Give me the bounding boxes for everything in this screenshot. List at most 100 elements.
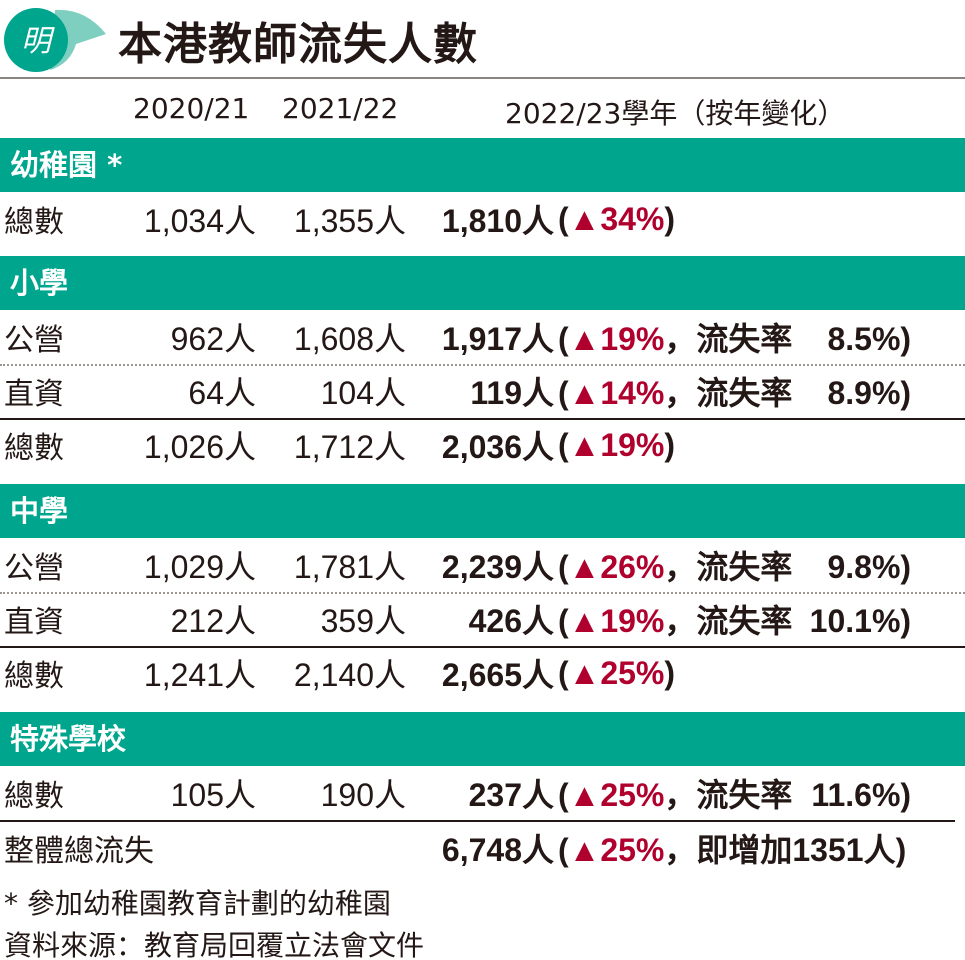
row-divider	[0, 364, 965, 366]
attrition-rate: 11.6%	[811, 777, 901, 813]
unit: 人	[521, 429, 554, 465]
value: 1,034	[143, 203, 224, 239]
unit: 人	[373, 777, 406, 813]
svg-text:明: 明	[21, 24, 55, 59]
change-percent: 26%	[600, 549, 665, 585]
value-2022: 2,239人	[406, 542, 554, 588]
value-2020: 1,029人	[134, 542, 256, 588]
column-header-2021: 2021/22	[282, 92, 399, 125]
up-arrow-icon: ▲	[568, 375, 601, 411]
value-2022: 237人	[406, 770, 554, 816]
unit: 人	[223, 429, 256, 465]
change-info: (▲26%，流失率 9.8%)	[558, 549, 912, 585]
unit: 人	[373, 429, 406, 465]
value: 119	[470, 375, 522, 411]
unit: 人	[521, 549, 554, 585]
change-percent: 25%	[600, 832, 665, 868]
table-row: 總數 1,026人 1,712人 2,036人 (▲19%)	[0, 418, 965, 472]
value: 1,712	[293, 429, 374, 465]
page-title: 本港教師流失人數	[118, 19, 478, 70]
table-row: 直資 212人 359人 426人 (▲19%，流失率 10.1%)	[0, 592, 965, 646]
value: 1,026	[143, 429, 224, 465]
change-percent: 25%	[600, 654, 665, 691]
unit: 人	[373, 549, 406, 585]
value: 1,029	[143, 549, 224, 585]
change-percent: 19%	[600, 603, 665, 639]
divider	[0, 77, 965, 79]
up-arrow-icon: ▲	[568, 549, 601, 585]
attrition-rate: 9.8%	[827, 549, 901, 585]
row-label: 總數	[4, 205, 64, 240]
value-2021: 1,355人	[256, 196, 406, 242]
value-2021: 104人	[256, 368, 406, 414]
row-divider	[0, 820, 955, 822]
unit: 人	[223, 603, 256, 639]
increase-note: ，即增加1351人	[664, 832, 896, 868]
unit: 人	[521, 321, 554, 357]
row-divider	[0, 592, 965, 594]
rate-label: ，流失率	[664, 321, 793, 357]
change-info: (▲25%，即增加1351人)	[558, 832, 907, 868]
change-percent: 14%	[600, 375, 665, 411]
value: 1,810	[441, 203, 522, 239]
change-percent: 25%	[600, 777, 665, 813]
unit: 人	[521, 203, 554, 239]
table-row: 總數 1,034人 1,355人 1,810人 (▲34%)	[0, 192, 965, 246]
table-row: 直資 64人 104人 119人 (▲14%，流失率 8.9%)	[0, 364, 965, 418]
value-2022: 1,810人	[406, 196, 554, 242]
unit: 人	[223, 375, 256, 411]
row-label: 公營	[4, 323, 64, 358]
change-info: (▲14%，流失率 8.9%)	[558, 375, 912, 411]
value: 237	[468, 777, 522, 813]
value: 104	[320, 375, 374, 411]
section-header: 特殊學校	[0, 712, 965, 766]
unit: 人	[521, 375, 554, 411]
value: 962	[170, 321, 224, 357]
row-label: 整體總流失	[4, 834, 154, 869]
value-2021: 2,140人	[256, 650, 406, 696]
footnote: * 參加幼稚園教育計劃的幼稚園	[4, 887, 391, 920]
up-arrow-icon: ▲	[568, 777, 601, 813]
unit: 人	[223, 549, 256, 585]
value-2020: 212人	[134, 596, 256, 642]
up-arrow-icon: ▲	[568, 321, 601, 357]
rate-label: ，流失率	[664, 777, 793, 813]
row-divider	[0, 418, 965, 420]
change-info: (▲19%，流失率 10.1%)	[558, 603, 912, 639]
mingpao-logo-icon: 明	[4, 8, 106, 72]
value-2020: 1,026人	[134, 422, 256, 468]
unit: 人	[373, 203, 406, 239]
value: 426	[468, 603, 522, 639]
value: 1,241	[143, 657, 224, 693]
value: 1,781	[293, 549, 374, 585]
value-2021: 1,712人	[256, 422, 406, 468]
attrition-rate: 8.9%	[827, 375, 901, 411]
section-header: 小學	[0, 256, 965, 310]
table-row: 總數 105人 190人 237人 (▲25%，流失率 11.6%)	[0, 766, 965, 820]
table-row: 公營 1,029人 1,781人 2,239人 (▲26%，流失率 9.8%)	[0, 538, 965, 592]
value-2020: 962人	[134, 314, 256, 360]
row-label: 總數	[4, 431, 64, 466]
value: 1,917	[441, 321, 522, 357]
value: 64	[188, 375, 224, 411]
value: 1,608	[293, 321, 374, 357]
rate-label: ，流失率	[664, 549, 793, 585]
attrition-rate: 10.1%	[809, 603, 901, 639]
value: 105	[170, 777, 224, 813]
row-divider	[0, 646, 965, 648]
value-2022: 119人	[406, 368, 554, 414]
value: 2,239	[441, 549, 522, 585]
column-header-2020: 2020/21	[133, 92, 250, 125]
value-2022: 6,748人	[406, 825, 554, 871]
unit: 人	[223, 777, 256, 813]
source-note: 資料來源：教育局回覆立法會文件	[4, 929, 425, 960]
value-2020: 1,034人	[134, 196, 256, 242]
section-header: 中學	[0, 484, 965, 538]
unit: 人	[373, 603, 406, 639]
value: 359	[320, 603, 374, 639]
unit: 人	[373, 657, 406, 693]
value-2020: 1,241人	[134, 650, 256, 696]
unit: 人	[223, 657, 256, 693]
unit: 人	[223, 203, 256, 239]
